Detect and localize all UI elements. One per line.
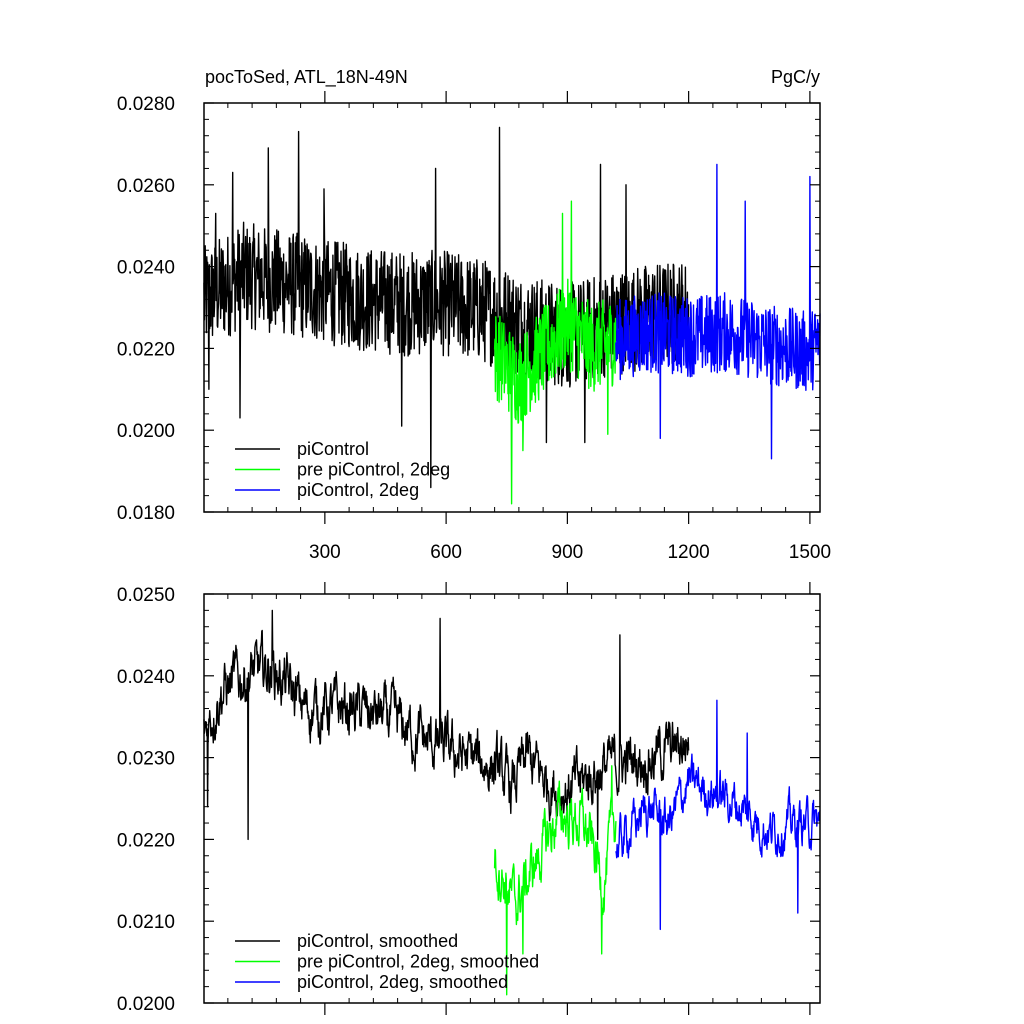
x-tick-label: 900 bbox=[552, 542, 584, 563]
x-tick-label: 600 bbox=[430, 542, 462, 563]
y-tick-label: 0.0230 bbox=[117, 749, 175, 770]
x-tick-label: 1500 bbox=[789, 542, 831, 563]
series-line-1 bbox=[203, 609, 690, 841]
x-tick-label: 1200 bbox=[667, 542, 709, 563]
y-tick-label: 0.0250 bbox=[117, 585, 175, 606]
legend-label-1: piControl, smoothed bbox=[297, 931, 458, 951]
top-plot-frame bbox=[203, 102, 821, 513]
legend-label-2: pre piControl, 2deg bbox=[297, 460, 450, 480]
y-tick-label: 0.0280 bbox=[117, 94, 175, 115]
series-line-2 bbox=[493, 765, 617, 996]
y-tick-label: 0.0210 bbox=[117, 912, 175, 933]
legend-label-1: piControl bbox=[297, 439, 369, 459]
top-x-tick-labels: 300 600 900 1200 1500 bbox=[309, 542, 831, 563]
series-line-2 bbox=[493, 200, 617, 505]
y-tick-label: 0.0240 bbox=[117, 258, 175, 279]
top-ticks bbox=[204, 91, 820, 524]
y-tick-label: 0.0200 bbox=[117, 421, 175, 442]
series-line-3 bbox=[615, 699, 821, 931]
y-tick-label: 0.0260 bbox=[117, 176, 175, 197]
bottom-ticks bbox=[204, 582, 820, 1015]
legend-label-2: pre piControl, 2deg, smoothed bbox=[297, 952, 539, 972]
top-series-group bbox=[203, 126, 821, 505]
y-tick-label: 0.0240 bbox=[117, 667, 175, 688]
bottom-y-tick-labels: 0.0200 0.0210 0.0220 0.0230 0.0240 0.0250 bbox=[117, 585, 175, 1015]
bottom-panel: 0.0200 0.0210 0.0220 0.0230 0.0240 0.0250 piC… bbox=[117, 582, 821, 1015]
top-title-left: pocToSed, ATL_18N-49N bbox=[205, 67, 408, 88]
series-line-3 bbox=[615, 163, 821, 460]
legend-label-3: piControl, 2deg, smoothed bbox=[297, 972, 508, 992]
y-tick-label: 0.0200 bbox=[117, 994, 175, 1015]
top-title-right: PgC/y bbox=[771, 67, 820, 87]
y-tick-label: 0.0220 bbox=[117, 339, 175, 360]
y-tick-label: 0.0180 bbox=[117, 503, 175, 524]
series-line-1 bbox=[203, 126, 690, 489]
y-tick-label: 0.0220 bbox=[117, 830, 175, 851]
x-tick-label: 300 bbox=[309, 542, 341, 563]
bottom-series-group bbox=[203, 609, 821, 996]
bottom-plot-frame bbox=[203, 593, 821, 1004]
legend-label-3: piControl, 2deg bbox=[297, 480, 419, 500]
top-y-tick-labels: 0.0180 0.0200 0.0220 0.0240 0.0260 0.0280 bbox=[117, 94, 175, 524]
top-panel: pocToSed, ATL_18N-49N PgC/y 0.0180 0.0200… bbox=[117, 67, 831, 563]
